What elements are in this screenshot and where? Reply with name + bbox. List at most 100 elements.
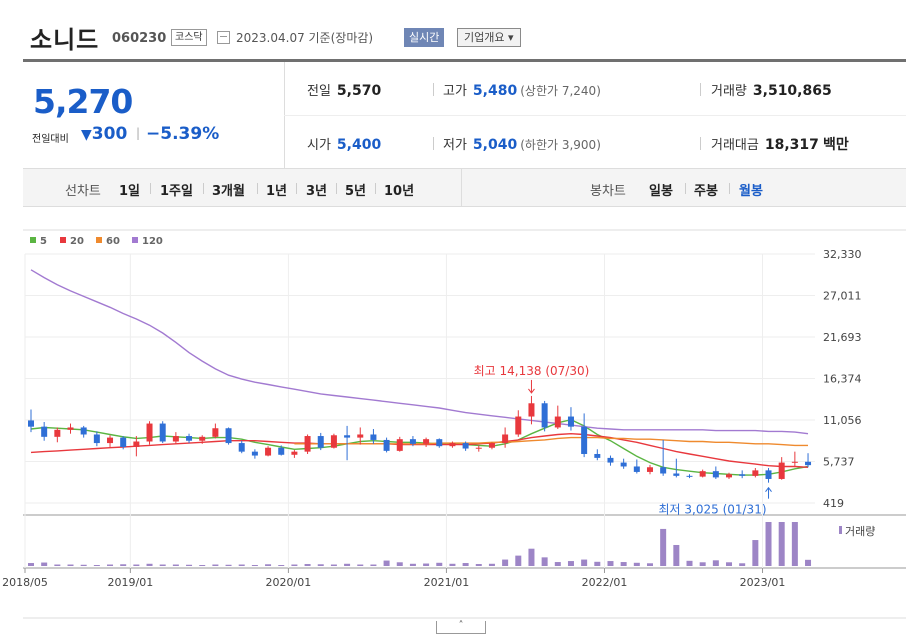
candle-body <box>475 447 482 449</box>
volume-bar <box>712 560 719 566</box>
volume-bar <box>278 565 285 566</box>
tabs-divider <box>461 169 462 207</box>
candle-body <box>120 437 127 447</box>
volume-bar <box>93 565 100 566</box>
base-date: 2023.04.07 기준(장마감) <box>236 31 374 45</box>
tab-1-year[interactable]: 1년 <box>266 184 288 199</box>
lower-limit: (하한가 3,900) <box>520 138 601 152</box>
price-change-value: 300 <box>91 124 128 144</box>
tab-5-years[interactable]: 5년 <box>345 184 367 199</box>
ma-120-line <box>30 269 809 435</box>
candle-body <box>739 474 746 476</box>
stock-name: 소니드 <box>30 26 100 54</box>
volume-bar <box>739 563 746 566</box>
candle-body <box>133 441 140 447</box>
legend-swatch <box>60 237 66 243</box>
candle-body <box>291 451 298 455</box>
candle-body <box>502 434 509 444</box>
candle-body <box>554 416 561 428</box>
tab-1-day[interactable]: 1일 <box>119 184 141 199</box>
candle-body <box>791 461 798 463</box>
low-annotation: 최저 3,025 (01/31) <box>659 503 767 517</box>
candle-body <box>541 403 548 428</box>
volume-legend-label: 거래량 <box>845 525 875 538</box>
calendar-icon <box>217 31 230 44</box>
candle-body <box>567 416 574 427</box>
volume-bar <box>120 564 127 566</box>
candle-body <box>646 467 653 472</box>
candle-body <box>805 461 812 466</box>
volume-bar <box>726 562 733 566</box>
quote-panel: 5,270 전일대비 ▼300 | −5.39% 전일 5,570 시가 5,400… <box>23 62 906 169</box>
candle-body <box>699 471 706 477</box>
tab-separator <box>257 183 258 194</box>
candle-body <box>594 453 601 458</box>
candle-body <box>633 466 640 472</box>
tab-3-years[interactable]: 3년 <box>306 184 328 199</box>
candle-body <box>251 451 258 456</box>
volume-bar <box>515 555 522 566</box>
prev-close: 전일 5,570 <box>307 80 381 99</box>
volume-bar <box>752 540 759 566</box>
volume-bar <box>133 564 140 566</box>
volume-bar <box>304 564 311 566</box>
candle-body <box>330 435 337 448</box>
trade-amount: 거래대금 18,317 백만 <box>711 134 849 154</box>
volume-bar <box>541 557 548 566</box>
candle-body <box>93 434 100 444</box>
realtime-button[interactable]: 실시간 <box>404 28 445 47</box>
collapse-button[interactable]: ˄ <box>436 621 486 634</box>
volume-value: 3,510,865 <box>752 83 832 99</box>
candle-body <box>304 436 311 452</box>
tab-10-years[interactable]: 10년 <box>384 184 415 199</box>
tab-daily-candle[interactable]: 일봉 <box>649 184 673 199</box>
candle-body <box>317 436 324 448</box>
quote-row-divider <box>284 115 906 116</box>
candle-body <box>107 437 114 444</box>
stock-code: 060230 <box>112 31 167 46</box>
legend-label: 60 <box>106 236 120 247</box>
candle-body <box>409 439 416 444</box>
candle-body <box>41 426 48 437</box>
volume-bar <box>765 522 772 566</box>
low-arrow-head <box>765 486 772 492</box>
volume-bar <box>172 564 179 566</box>
volume-bar <box>581 559 588 566</box>
stock-header: 소니드 060230 코스닥 2023.04.07 기준(장마감) 실시간 기업… <box>0 0 906 60</box>
candle-body <box>436 439 443 447</box>
volume-bar <box>620 562 627 566</box>
volume-bar <box>317 564 324 566</box>
tab-separator <box>336 183 337 194</box>
y-tick-label: 21,693 <box>823 331 862 344</box>
candle-body <box>515 416 522 435</box>
candle-body <box>357 434 364 438</box>
volume-bar <box>778 522 785 566</box>
legend-label: 5 <box>40 236 47 247</box>
candle-body <box>28 420 34 427</box>
legend-label: 120 <box>142 236 163 247</box>
tab-weekly-candle[interactable]: 주봉 <box>694 184 718 199</box>
amount-unit: 백만 <box>823 137 849 153</box>
candle-body <box>726 474 733 478</box>
high-price: 고가 5,480 (상한가 7,240) <box>443 80 601 99</box>
volume-bar <box>41 562 48 566</box>
y-tick-label: 5,737 <box>823 456 855 469</box>
corp-overview-button[interactable]: 기업개요 ▾ <box>457 28 521 47</box>
tab-1-week[interactable]: 1주일 <box>160 184 193 199</box>
tab-3-months[interactable]: 3개월 <box>212 184 245 199</box>
prev-close-value: 5,570 <box>336 83 382 99</box>
volume-bar <box>251 565 258 566</box>
candle-body <box>462 443 469 449</box>
candle-body <box>712 471 719 478</box>
ma-60-line <box>294 436 808 447</box>
volume-bar <box>159 564 166 566</box>
candle-body <box>344 435 351 438</box>
low-value: 5,040 <box>472 137 518 153</box>
volume-bar <box>594 561 601 566</box>
volume-bar <box>107 564 114 566</box>
y-tick-label: 419 <box>823 497 844 510</box>
candle-body <box>383 439 390 451</box>
legend-swatch <box>30 237 36 243</box>
volume-bar <box>462 563 469 566</box>
tab-monthly-candle[interactable]: 월봉 <box>739 184 763 199</box>
